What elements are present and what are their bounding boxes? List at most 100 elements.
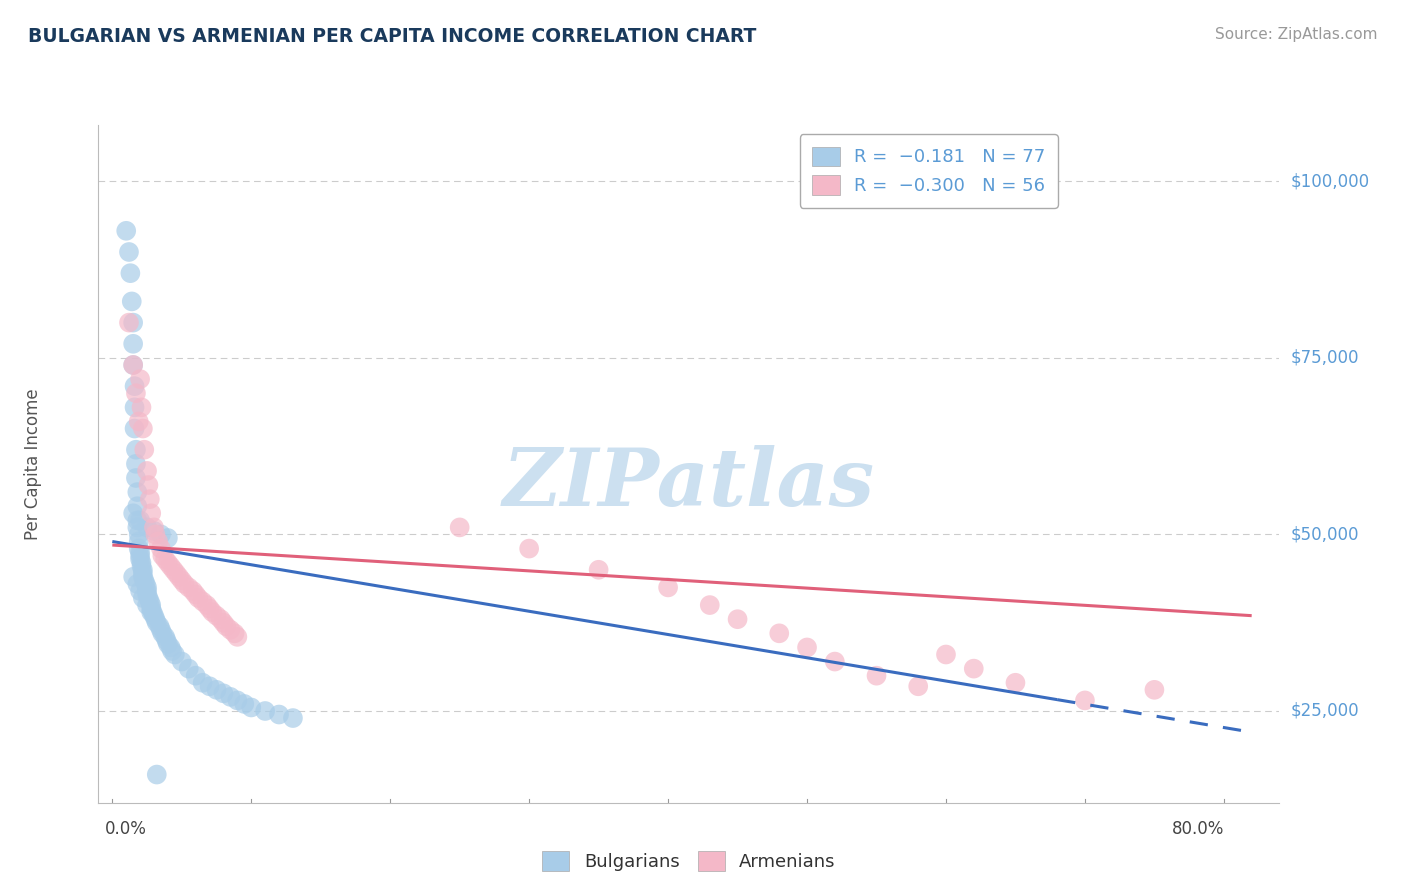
Point bbox=[1074, 693, 1097, 707]
Text: ZIPatlas: ZIPatlas bbox=[503, 445, 875, 523]
Point bbox=[127, 485, 149, 500]
Point bbox=[150, 549, 173, 563]
Point bbox=[226, 630, 249, 644]
Text: $100,000: $100,000 bbox=[1291, 172, 1369, 190]
Point bbox=[136, 520, 159, 534]
Point bbox=[198, 601, 221, 615]
Point bbox=[149, 623, 172, 637]
Point bbox=[134, 442, 156, 457]
Point bbox=[118, 316, 141, 330]
Point bbox=[935, 648, 957, 662]
Point bbox=[907, 679, 929, 693]
Text: Source: ZipAtlas.com: Source: ZipAtlas.com bbox=[1215, 27, 1378, 42]
Point bbox=[125, 457, 148, 471]
Point bbox=[449, 520, 471, 534]
Point bbox=[143, 608, 166, 623]
Point bbox=[588, 563, 610, 577]
Point bbox=[205, 608, 228, 623]
Point bbox=[124, 401, 146, 415]
Point bbox=[120, 266, 142, 280]
Point bbox=[156, 531, 179, 545]
Point bbox=[125, 471, 148, 485]
Point bbox=[129, 584, 152, 599]
Point bbox=[127, 577, 149, 591]
Point bbox=[132, 563, 155, 577]
Point bbox=[131, 559, 153, 574]
Point bbox=[796, 640, 818, 655]
Point bbox=[132, 570, 155, 584]
Text: $25,000: $25,000 bbox=[1291, 702, 1360, 720]
Point bbox=[122, 316, 145, 330]
Point bbox=[125, 442, 148, 457]
Point bbox=[142, 605, 165, 619]
Text: $75,000: $75,000 bbox=[1291, 349, 1360, 367]
Point bbox=[198, 679, 221, 693]
Point bbox=[138, 591, 160, 605]
Point bbox=[212, 615, 235, 630]
Point bbox=[160, 644, 183, 658]
Point bbox=[517, 541, 540, 556]
Point bbox=[963, 662, 986, 676]
Point bbox=[128, 414, 150, 429]
Point bbox=[122, 336, 145, 351]
Text: 0.0%: 0.0% bbox=[105, 821, 148, 838]
Point bbox=[127, 513, 149, 527]
Point bbox=[134, 574, 156, 588]
Point bbox=[153, 630, 176, 644]
Point bbox=[163, 648, 186, 662]
Point bbox=[128, 541, 150, 556]
Point bbox=[136, 464, 159, 478]
Point bbox=[254, 704, 277, 718]
Point bbox=[240, 700, 263, 714]
Point bbox=[145, 612, 167, 626]
Point bbox=[131, 401, 153, 415]
Point bbox=[135, 577, 157, 591]
Point bbox=[136, 584, 159, 599]
Point bbox=[156, 556, 179, 570]
Point bbox=[124, 421, 146, 435]
Point bbox=[139, 594, 162, 608]
Point bbox=[699, 598, 721, 612]
Point bbox=[181, 584, 204, 599]
Point bbox=[219, 623, 242, 637]
Legend: Bulgarians, Armenians: Bulgarians, Armenians bbox=[531, 840, 846, 882]
Point bbox=[141, 601, 163, 615]
Point bbox=[156, 637, 179, 651]
Point bbox=[768, 626, 790, 640]
Point bbox=[177, 662, 200, 676]
Point bbox=[657, 581, 679, 595]
Point bbox=[148, 619, 170, 633]
Point bbox=[128, 527, 150, 541]
Point bbox=[267, 707, 290, 722]
Point bbox=[129, 545, 152, 559]
Point bbox=[121, 294, 143, 309]
Point bbox=[122, 506, 145, 520]
Point bbox=[138, 478, 160, 492]
Point bbox=[165, 566, 187, 581]
Point bbox=[162, 563, 184, 577]
Point bbox=[145, 527, 167, 541]
Point bbox=[177, 581, 200, 595]
Point bbox=[139, 492, 162, 507]
Point bbox=[167, 570, 190, 584]
Point bbox=[122, 358, 145, 372]
Point bbox=[122, 358, 145, 372]
Point bbox=[191, 675, 214, 690]
Point bbox=[184, 669, 207, 683]
Point bbox=[187, 591, 209, 605]
Point bbox=[125, 386, 148, 401]
Point bbox=[159, 559, 181, 574]
Text: BULGARIAN VS ARMENIAN PER CAPITA INCOME CORRELATION CHART: BULGARIAN VS ARMENIAN PER CAPITA INCOME … bbox=[28, 27, 756, 45]
Point bbox=[132, 566, 155, 581]
Point bbox=[146, 767, 169, 781]
Point bbox=[124, 379, 146, 393]
Point bbox=[122, 570, 145, 584]
Point bbox=[136, 581, 159, 595]
Point bbox=[127, 500, 149, 514]
Point bbox=[143, 520, 166, 534]
Point bbox=[150, 626, 173, 640]
Point bbox=[205, 682, 228, 697]
Text: $50,000: $50,000 bbox=[1291, 525, 1360, 543]
Point bbox=[131, 556, 153, 570]
Point bbox=[173, 577, 195, 591]
